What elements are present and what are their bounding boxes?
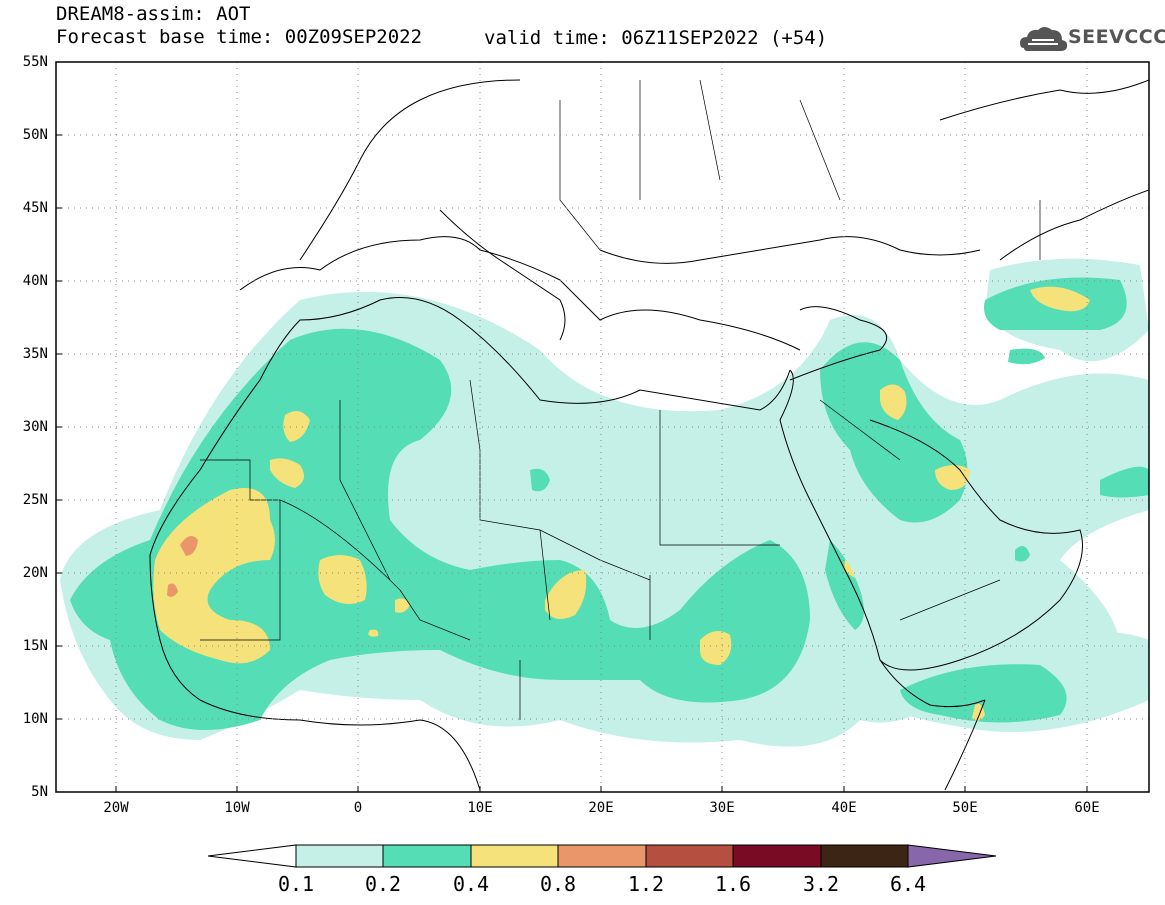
colorbar-swatch-6 [732, 844, 822, 868]
lat-label: 25N [22, 492, 48, 508]
lon-label: 50E [952, 800, 978, 816]
lon-label: 0 [353, 800, 363, 816]
colorbar-label: 1.6 [714, 872, 752, 896]
lon-label: 10E [467, 800, 493, 816]
lon-label: 20E [588, 800, 614, 816]
lat-label: 50N [22, 127, 48, 143]
lat-label: 30N [22, 419, 48, 435]
chart-title: DREAM8-assim: AOT [56, 3, 251, 25]
colorbar-swatch-7 [820, 844, 909, 868]
colorbar-swatch-0 [207, 844, 297, 868]
lon-label: 20W [103, 800, 129, 816]
grid [56, 62, 1149, 792]
colorbar-swatch-3 [470, 844, 559, 868]
lat-label: 45N [22, 200, 48, 216]
lon-label: 10W [224, 800, 250, 816]
valid-time: valid time: 06Z11SEP2022 (+54) [484, 27, 828, 49]
aot-0.8-field [167, 536, 198, 597]
lat-label: 15N [22, 638, 48, 654]
coastlines [149, 79, 1149, 791]
country-borders [200, 79, 1041, 720]
colorbar-swatch-5 [645, 844, 734, 868]
colorbar-swatch-1 [295, 844, 384, 868]
lon-label: 60E [1074, 800, 1100, 816]
colorbar-label: 0.4 [452, 872, 490, 896]
lon-label: 40E [831, 800, 857, 816]
cloud-logo-icon [1020, 27, 1068, 51]
colorbar-label: 3.2 [802, 872, 840, 896]
colorbar [207, 844, 997, 868]
lat-label: 55N [22, 54, 48, 70]
lat-label: 5N [31, 784, 48, 800]
colorbar-label: 6.4 [889, 872, 927, 896]
lat-label: 20N [22, 565, 48, 581]
colorbar-swatch-4 [557, 844, 647, 868]
colorbar-swatch-8 [907, 844, 997, 868]
lon-label: 30E [709, 800, 735, 816]
colorbar-label: 1.2 [627, 872, 665, 896]
colorbar-label: 0.1 [277, 872, 315, 896]
logo-text: SEEVCCC [1068, 26, 1165, 48]
aot-0.4-field [153, 286, 1090, 721]
lat-label: 10N [22, 711, 48, 727]
colorbar-label: 0.8 [539, 872, 577, 896]
colorbar-swatch-2 [382, 844, 472, 868]
forecast-base-time: Forecast base time: 00Z09SEP2022 [56, 26, 423, 48]
lat-label: 40N [22, 273, 48, 289]
lat-label: 35N [22, 346, 48, 362]
colorbar-label: 0.2 [364, 872, 402, 896]
